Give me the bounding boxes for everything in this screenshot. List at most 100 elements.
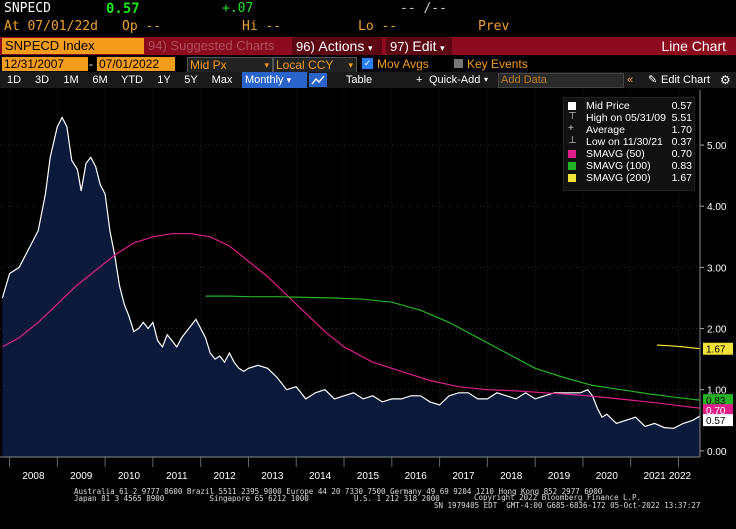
currency-select[interactable]: Local CCY ▾ [273, 57, 357, 73]
security-name: SNPECD Index [5, 38, 95, 53]
smavg-200-line [656, 344, 701, 350]
chart-legend[interactable]: Mid Price 0.57 ⊤ High on 05/31/09 5.51 +… [563, 97, 695, 191]
legend-label: High on 05/31/09 [586, 112, 666, 124]
x-tick-label: 2013 [261, 471, 284, 482]
legend-label: SMAVG (200) [586, 172, 651, 184]
x-axis: 2008 2009 2010 2011 2012 2013 2014 2015 2016 2017… [0, 456, 700, 482]
table-button[interactable]: Table [345, 74, 373, 86]
footer-session: SN 1979405 EDT GMT-4:00 G685-6836-172 05… [434, 501, 701, 510]
chevron-down-icon: ▾ [264, 60, 269, 70]
legend-value: 0.70 [671, 148, 692, 160]
chevron-down-icon: ▾ [286, 75, 292, 85]
high-label: Hi -- [242, 19, 282, 34]
period-5y[interactable]: 5Y [184, 74, 198, 86]
suggested-num: 94) [148, 38, 167, 53]
period-1d[interactable]: 1D [6, 74, 22, 86]
period-bar: 1D 3D 1M 6M YTD 1Y 5Y Max Monthly ▾ Tabl… [0, 72, 736, 88]
pencil-icon: ✎ [648, 74, 658, 86]
legend-swatch [568, 102, 576, 110]
add-data-input[interactable]: Add Data [498, 73, 624, 88]
bid-ask-range: -- /-- [400, 1, 447, 16]
start-date-field[interactable]: 12/31/2007 [2, 57, 88, 71]
y-tick-label: 4.00 [707, 202, 727, 213]
period-max[interactable]: Max [211, 74, 233, 86]
suggested-charts-button[interactable]: 94) Suggested Charts [148, 38, 288, 54]
legend-label: Mid Price [586, 100, 630, 112]
legend-mid-price: Mid Price 0.57 [568, 100, 692, 112]
last-value-tag: 0.83 [703, 394, 733, 407]
tag-background [703, 342, 733, 355]
average-marker-icon: + [568, 123, 574, 134]
quote-line: SNPECD 0.57 +.07 -- /-- [0, 0, 736, 18]
y-tick-label: 5.00 [707, 141, 727, 152]
x-tick-label: 2012 [213, 471, 236, 482]
footer-contacts-2: Japan 81 3 4565 8900 Singapore 65 6212 1… [74, 494, 440, 503]
x-tick-label: 2021 [643, 471, 666, 482]
legend-value: 1.70 [671, 124, 692, 136]
legend-value: 1.67 [671, 172, 692, 184]
footer-contacts-1: Australia 61 2 9777 8600 Brazil 5511 239… [74, 487, 603, 496]
actions-menu[interactable]: 96) Actions ▾ [292, 37, 382, 55]
add-data-placeholder: Add Data [501, 74, 547, 86]
price-area-layer [1, 116, 701, 457]
net-change: +.07 [222, 1, 254, 16]
options-bar: 12/31/2007 - 07/01/2022 Mid Px ▾ Local CC… [0, 56, 736, 73]
quick-add-button[interactable]: Quick-Add [429, 74, 481, 86]
tag-background [703, 394, 733, 407]
security-field[interactable]: SNPECD Index [2, 38, 144, 54]
end-date: 07/01/2022 [99, 57, 160, 71]
frequency-select[interactable]: Monthly ▾ [242, 72, 307, 88]
legend-value: 0.83 [671, 160, 692, 172]
edit-label: Edit [412, 38, 437, 54]
chevron-down-icon: ▾ [440, 43, 445, 53]
legend-smavg-50: SMAVG (50) 0.70 [568, 148, 692, 160]
legend-value: 5.51 [671, 112, 692, 124]
legend-smavg-200: SMAVG (200) 1.67 [568, 172, 692, 184]
edit-num: 97) [390, 39, 409, 54]
period-1m[interactable]: 1M [63, 74, 79, 86]
end-date-field[interactable]: 07/01/2022 [97, 57, 175, 71]
smavg-100-line [205, 295, 701, 401]
mov-avgs-checkbox[interactable]: ✓ [362, 58, 373, 69]
as-of-date: At 07/01/22d [4, 19, 98, 34]
field-select[interactable]: Mid Px ▾ [187, 57, 273, 73]
field-value: Mid Px [190, 58, 227, 72]
tag-label: 1.67 [706, 345, 726, 356]
legend-value: 0.57 [671, 100, 692, 112]
last-value-tag: 1.67 [703, 342, 733, 356]
x-tick-label: 2019 [548, 471, 571, 482]
x-tick-label: 2011 [166, 471, 188, 482]
y-tick-label: 3.00 [707, 263, 727, 274]
actions-label: Actions [318, 38, 365, 54]
edit-menu[interactable]: 97) Edit ▾ [386, 37, 452, 55]
tag-label: 0.83 [706, 396, 726, 407]
period-ytd[interactable]: YTD [121, 74, 143, 86]
date-separator: - [89, 57, 93, 71]
add-icon: + [416, 74, 423, 86]
chevron-down-icon: ▾ [348, 60, 353, 70]
moving-average-layer [2, 233, 701, 409]
line-chart-icon[interactable] [309, 73, 327, 87]
quote-detail-line: At 07/01/22d Op -- Hi -- Lo -- Prev [0, 18, 736, 36]
x-tick-label: 2014 [309, 471, 332, 482]
last-value-tag: 0.70 [703, 404, 733, 417]
legend-swatch [568, 150, 576, 158]
period-1y[interactable]: 1Y [157, 74, 171, 86]
legend-swatch [568, 174, 576, 182]
period-6m[interactable]: 6M [92, 74, 108, 86]
edit-chart-button[interactable]: Edit Chart [661, 74, 710, 86]
tag-label: 0.70 [706, 406, 726, 417]
x-tick-label: 2016 [405, 471, 428, 482]
ticker-symbol: SNPECD [4, 1, 51, 16]
currency-value: Local CCY [276, 58, 334, 72]
double-chevron-left-icon[interactable]: « [627, 74, 634, 86]
legend-smavg-100: SMAVG (100) 0.83 [568, 160, 692, 172]
gear-icon[interactable]: ⚙ [720, 73, 731, 87]
legend-low: ⊥ Low on 11/30/21 0.37 [568, 135, 692, 148]
chevron-down-icon: ▾ [484, 75, 489, 84]
price-area-fill [2, 117, 700, 457]
key-events-checkbox[interactable] [454, 59, 463, 68]
low-marker-icon: ⊥ [568, 135, 577, 146]
prev-label: Prev [478, 19, 510, 34]
period-3d[interactable]: 3D [34, 74, 50, 86]
